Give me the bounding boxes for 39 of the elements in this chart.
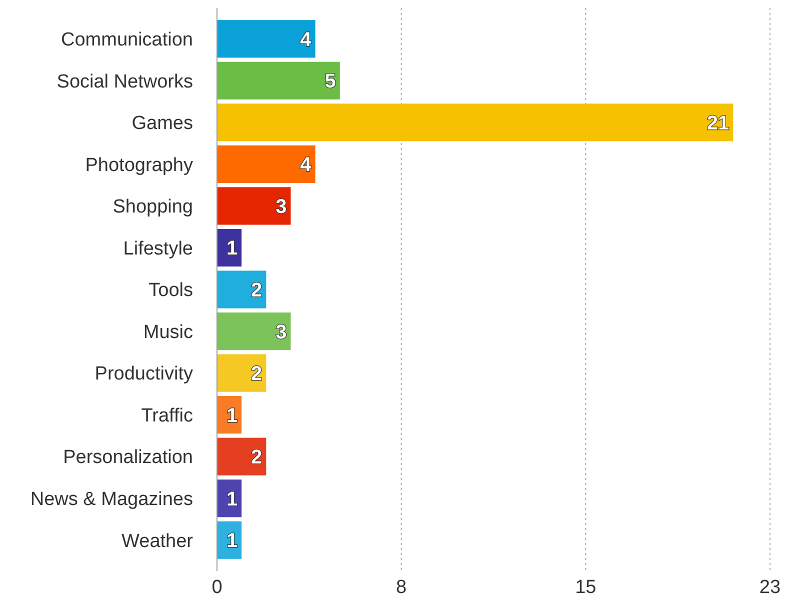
bar [217,270,266,308]
y-tick-label: Weather [122,530,194,552]
x-tick-label: 23 [759,577,781,598]
bar [217,438,266,476]
data-label: 4 [300,28,312,51]
data-label: 1 [226,530,238,552]
data-label: 1 [226,488,238,510]
y-tick-label: News & Magazines [30,488,193,510]
y-tick-label: Productivity [94,364,194,385]
y-tick-label: Tools [148,280,193,302]
data-label: 1 [226,238,238,260]
bar [217,20,316,58]
y-tick-label: Communication [61,30,193,51]
y-tick-label: Photography [85,154,194,176]
y-tick-label: Traffic [141,405,193,426]
bar [217,187,291,225]
y-tick-label: Lifestyle [123,238,193,260]
bar [217,312,291,350]
x-tick-label: 8 [396,577,407,598]
data-label: 2 [251,363,262,386]
bar [217,354,266,392]
data-label: 1 [226,404,238,427]
data-label: 21 [706,112,730,134]
x-tick-label: 15 [575,577,596,598]
bar [217,104,734,142]
y-tick-label: Music [143,322,193,343]
y-tick-label: Games [132,113,193,134]
data-label: 5 [324,70,336,93]
x-tick-label: 0 [212,577,222,598]
y-tick-label: Social Networks [56,71,193,92]
data-label: 4 [300,154,312,176]
bar [217,62,340,100]
data-label: 3 [276,321,287,344]
y-tick-label: Shopping [112,196,193,218]
data-label: 3 [276,196,287,218]
y-tick-label: Personalization [63,447,193,468]
data-label: 2 [251,280,262,302]
bar [217,145,316,183]
data-label: 2 [251,446,262,469]
